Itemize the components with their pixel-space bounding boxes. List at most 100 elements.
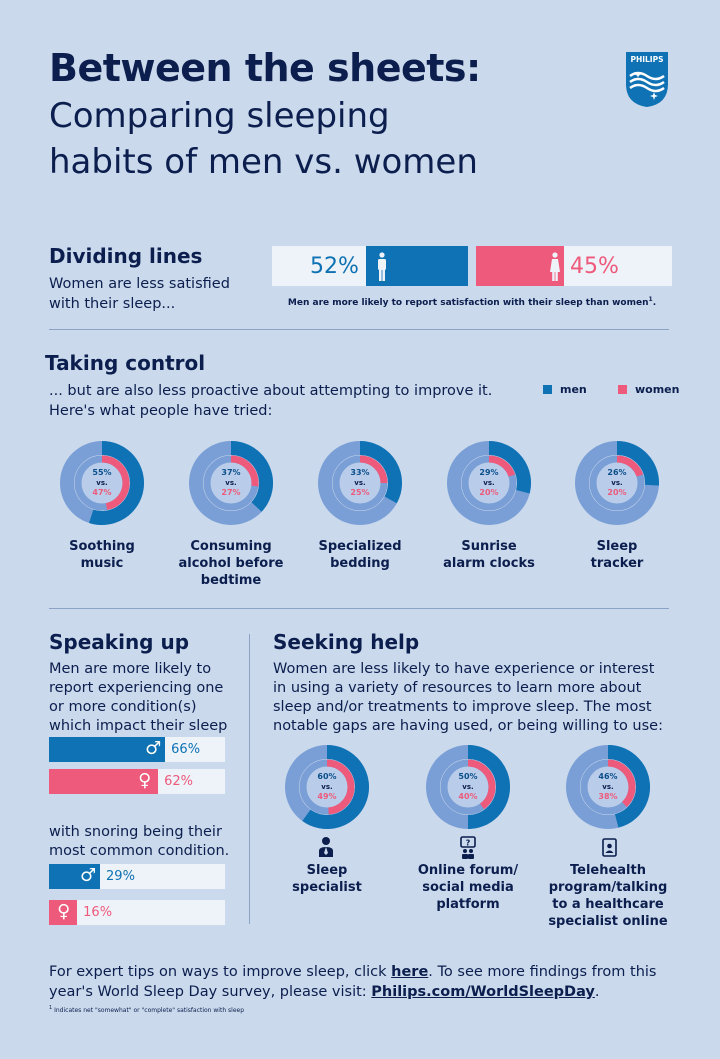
donut-label-line: music [80,556,124,571]
tips-link[interactable]: here [391,964,429,980]
women-satisfaction-pct: 45% [570,254,619,279]
donut-center-values: 37% vs. 27% [189,468,273,498]
page-title: Between the sheets: [49,46,481,90]
bar-value-label: 16% [83,904,113,920]
donut-center-values: 46% vs. 38% [566,772,650,802]
women-value-label: 40% [458,792,478,801]
donut-center-values: 50% vs. 40% [426,772,510,802]
subtitle-line-2: habits of men vs. women [49,142,478,182]
women-conditions-bar: ♀ 62% [49,769,225,794]
seeking-line-2: in using a variety of resources to learn… [273,680,642,696]
donut-label-line: to a healthcare [552,897,664,912]
footer-text-4: . [594,984,600,1000]
seeking-donut-2: 46% vs. 38% [566,745,650,833]
donut-label-line: Soothing [69,539,135,554]
control-donut-3: 29% vs. 20% [447,441,531,529]
dividing-text-line-1: Women are less satisfied [49,276,230,292]
men-value-label: 33% [350,468,370,477]
svg-text:?: ? [466,839,471,848]
snoring-line-2: most common condition. [49,843,230,859]
women-ring-arc [616,455,644,477]
men-snoring-bar: ♂ 29% [49,864,225,889]
control-donut-svg [60,441,144,525]
footer-text-3: year's World Sleep Day survey, please vi… [49,984,372,1000]
female-symbol-icon: ♀ [138,769,152,791]
control-donut-svg [575,441,659,525]
control-label-4: Sleep tracker [547,538,687,572]
footnote-text: Indicates net "somewhat" or "complete" s… [54,1007,245,1014]
vs-label: vs. [602,783,614,791]
women-satisfaction-bar: 45% [476,246,672,286]
control-label-0: Soothing music [32,538,172,572]
control-donut-1: 37% vs. 27% [189,441,273,529]
control-label-1: Consuming alcohol before bedtime [161,538,301,589]
women-value-label: 49% [317,792,337,801]
legend-men-label: men [560,383,587,396]
donut-label-line: Consuming [190,539,272,554]
donut-label-line: Sunrise [461,539,517,554]
donut-label-line: Specialized [318,539,402,554]
vs-label: vs. [462,783,474,791]
bar-fill [49,769,159,794]
vertical-divider [249,634,250,924]
donut-label-line: social media [422,880,514,895]
philips-shield-icon [626,52,668,107]
women-value-label: 25% [350,488,370,497]
men-ring-arc [230,441,273,512]
men-value-label: 60% [317,772,337,781]
donut-label-line: bedtime [200,573,262,588]
donut-center-values: 29% vs. 20% [447,468,531,498]
caption-text: Men are more likely to report satisfacti… [287,298,649,308]
donut-label-line: bedding [330,556,390,571]
women-ring-arc [359,455,388,484]
donut-label-line: Online forum/ [417,863,519,878]
control-text-line-2: Here's what people have tried: [49,403,273,419]
bar-value-label: 62% [164,773,194,789]
control-donut-2: 33% vs. 25% [318,441,402,529]
men-value-label: 37% [221,468,241,477]
men-conditions-bar: ♂ 66% [49,737,225,762]
men-value-label: 55% [92,468,112,477]
vs-label: vs. [483,479,495,487]
women-snoring-bar: ♀ 16% [49,900,225,925]
donut-label-line: Sleep [306,863,348,878]
dividing-text: Women are less satisfied with their slee… [49,274,230,314]
man-figure-icon [378,252,386,281]
bar-value-label: 66% [171,741,201,757]
men-satisfaction-pct: 52% [310,254,359,279]
bar-fill [49,900,78,925]
men-value-label: 50% [458,772,478,781]
female-symbol-icon: ♀ [57,900,71,922]
donut-center-values: 55% vs. 47% [60,468,144,498]
control-donut-0: 55% vs. 47% [60,441,144,529]
women-satisfaction-fill [476,246,565,286]
doctor-icon [319,837,333,857]
seeking-line-1: Women are less likely to have experience… [273,661,655,677]
footnote: 1 Indicates net "somewhat" or "complete"… [49,1005,244,1014]
seeking-label-1: Online forum/social media platform [398,862,538,913]
legend-women-swatch [618,385,627,394]
speaking-line-4: which impact their sleep [49,718,228,734]
bar-value-label: 29% [106,868,135,884]
seeking-text: Women are less likely to have experience… [273,660,663,736]
men-ring-arc [488,441,531,494]
seeking-donut-0: 60% vs. 49% [285,745,369,833]
divider-2 [49,608,669,609]
women-value-label: 20% [479,488,499,497]
speaking-line-2: report experiencing one [49,680,224,696]
women-ring-arc [101,455,130,511]
women-value-label: 20% [607,488,627,497]
women-value-label: 27% [221,488,241,497]
speaking-heading: Speaking up [49,630,190,654]
seeking-donut-svg [285,745,369,829]
snoring-text: with snoring being their most common con… [49,823,229,861]
bar-fill [49,737,166,762]
women-ring-arc [488,455,516,477]
seeking-donut-1: 50% vs. 40% [426,745,510,833]
seeking-heading: Seeking help [273,630,420,654]
speaking-line-1: Men are more likely to [49,661,212,677]
control-text: ... but are also less proactive about at… [49,381,492,421]
men-value-label: 26% [607,468,627,477]
world-sleep-day-link[interactable]: Philips.com/WorldSleepDay [371,984,595,1000]
donut-label-line: Sleep [596,539,638,554]
